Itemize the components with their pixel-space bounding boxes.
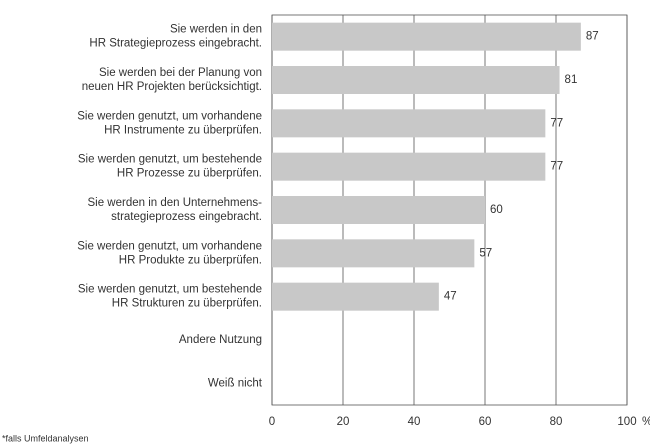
- y-tick-label: HR Instrumente zu überprüfen.: [104, 124, 262, 136]
- y-tick-label: Sie werden genutzt, um vorhandene: [77, 240, 262, 252]
- bar: [272, 196, 485, 224]
- bar: [272, 152, 546, 181]
- y-tick-label: HR Strukturen zu überprüfen.: [112, 298, 262, 310]
- x-tick-label: 100: [617, 416, 636, 428]
- y-tick-label: neuen HR Projekten berücksichtigt.: [82, 81, 262, 93]
- y-tick-label: Weiß nicht: [208, 377, 263, 389]
- x-tick-label: 0: [269, 416, 275, 428]
- value-label: 60: [490, 204, 503, 216]
- y-tick-label: Andere Nutzung: [179, 334, 262, 346]
- footnote: *falls Umfeldanalysen: [2, 433, 89, 443]
- x-tick-label: 40: [408, 416, 421, 428]
- x-tick-label: 60: [479, 416, 492, 428]
- x-tick-label: 20: [337, 416, 350, 428]
- bar: [272, 282, 439, 311]
- value-label: 77: [550, 117, 563, 129]
- x-tick-label: 80: [550, 416, 563, 428]
- bar: [272, 109, 546, 138]
- value-label: 57: [479, 247, 492, 259]
- bar: [272, 22, 581, 51]
- y-tick-label: HR Produkte zu überprüfen.: [119, 254, 262, 266]
- bar: [272, 239, 475, 268]
- y-tick-label: Sie werden genutzt, um bestehende: [78, 154, 262, 166]
- y-tick-label: Sie werden in den: [170, 24, 262, 36]
- y-tick-label: HR Prozesse zu überprüfen.: [117, 168, 262, 180]
- y-tick-label: Sie werden bei der Planung von: [99, 67, 262, 79]
- value-label: 47: [444, 291, 457, 303]
- bar: [272, 66, 560, 94]
- y-tick-label: HR Strategieprozess eingebracht.: [89, 38, 262, 50]
- y-tick-label: Sie werden genutzt, um vorhandene: [77, 110, 262, 122]
- y-tick-label: Sie werden in den Unternehmens-: [87, 197, 262, 209]
- value-label: 87: [586, 31, 599, 43]
- y-tick-label: strategieprozess eingebracht.: [111, 211, 262, 223]
- value-label: 77: [550, 161, 563, 173]
- value-label: 81: [565, 74, 578, 86]
- x-axis-unit: %: [642, 416, 650, 428]
- y-tick-label: Sie werden genutzt, um bestehende: [78, 284, 262, 296]
